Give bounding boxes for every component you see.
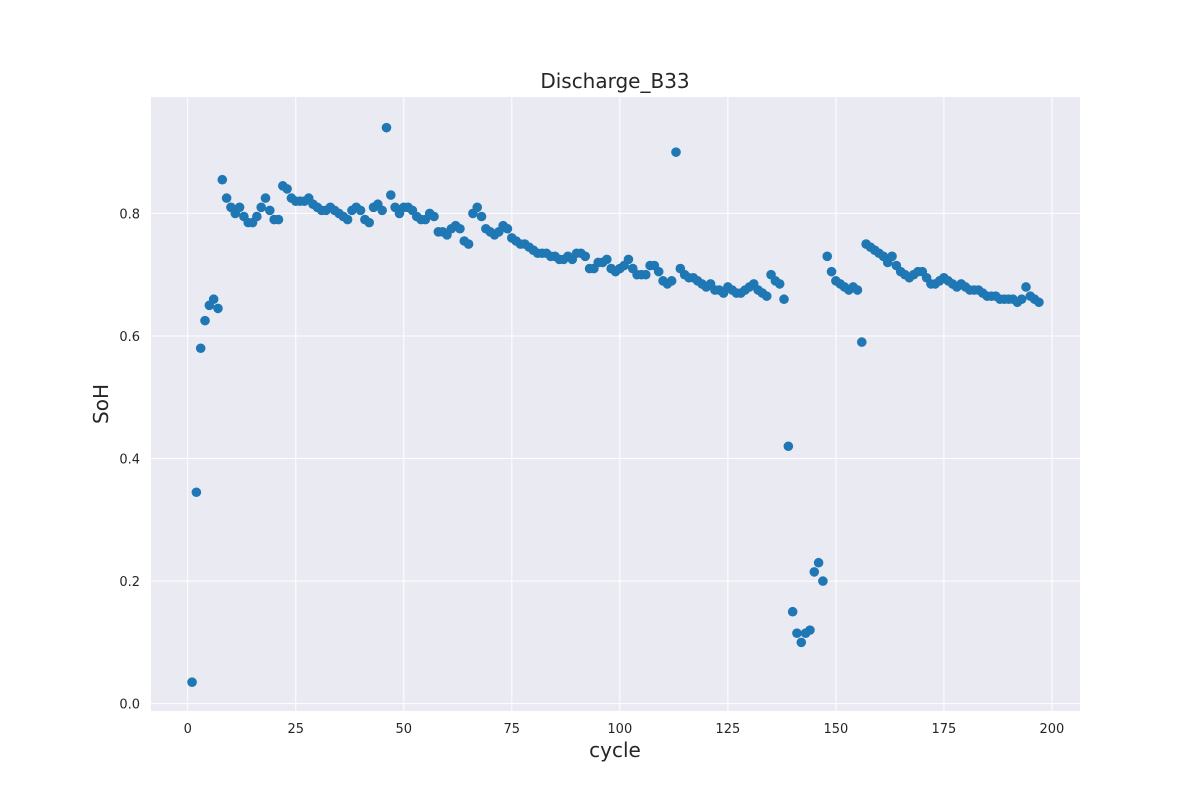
- data-point: [818, 576, 828, 586]
- data-point: [455, 223, 465, 234]
- data-point: [580, 251, 591, 262]
- data-point: [282, 184, 292, 194]
- data-point: [666, 276, 677, 286]
- data-point: [273, 214, 284, 225]
- x-tick-labels: 0 25 50 75 100 125 150 175 200: [184, 722, 1065, 737]
- data-point: [783, 441, 794, 452]
- x-tick-label: 150: [823, 722, 848, 737]
- chart-title: Discharge_B33: [540, 69, 689, 93]
- data-point: [386, 190, 396, 200]
- data-point: [191, 487, 202, 498]
- data-point: [364, 217, 375, 228]
- y-tick-label: 0.6: [119, 330, 140, 345]
- data-point: [355, 205, 366, 216]
- data-point: [429, 211, 439, 222]
- y-tick-label: 0.4: [119, 453, 140, 468]
- y-axis-label: SoH: [89, 384, 113, 424]
- data-point: [187, 677, 197, 687]
- data-point: [463, 239, 474, 249]
- data-point: [377, 205, 387, 216]
- data-point: [200, 315, 210, 326]
- data-point: [774, 279, 785, 289]
- data-point: [217, 174, 228, 185]
- x-axis-label: cycle: [589, 738, 641, 762]
- data-point: [252, 211, 262, 222]
- data-point: [256, 202, 266, 213]
- data-point: [640, 269, 651, 280]
- data-point: [813, 557, 824, 568]
- data-point: [195, 343, 206, 354]
- data-point: [1021, 282, 1031, 292]
- data-point: [779, 294, 789, 305]
- data-point: [761, 291, 772, 301]
- data-point: [342, 214, 353, 225]
- data-point: [787, 606, 798, 617]
- data-point: [602, 254, 612, 265]
- data-point: [476, 211, 487, 222]
- data-point: [671, 147, 681, 157]
- y-tick-label: 0.2: [119, 575, 140, 590]
- grid: [151, 97, 1080, 711]
- data-point: [805, 625, 815, 635]
- data-point: [502, 223, 513, 234]
- data-point: [887, 251, 897, 262]
- y-tick-label: 0.0: [119, 698, 140, 713]
- data-points: [187, 122, 1044, 687]
- x-tick-label: 100: [607, 722, 632, 737]
- data-point: [472, 202, 483, 213]
- data-point: [265, 205, 275, 216]
- data-point: [221, 193, 232, 203]
- data-point: [822, 251, 833, 262]
- data-point: [852, 285, 863, 295]
- x-tick-label: 0: [184, 722, 192, 737]
- y-tick-label: 0.8: [119, 207, 140, 222]
- data-point: [796, 637, 807, 648]
- x-tick-label: 125: [715, 722, 740, 737]
- x-tick-label: 25: [287, 722, 304, 737]
- data-point: [1034, 297, 1044, 308]
- data-point: [1016, 294, 1027, 305]
- x-tick-label: 200: [1039, 722, 1064, 737]
- data-point: [792, 628, 802, 638]
- data-point: [260, 193, 271, 203]
- x-tick-label: 50: [396, 722, 413, 737]
- y-tick-labels: 0.0 0.2 0.4 0.6 0.8: [119, 207, 140, 712]
- x-tick-label: 75: [504, 722, 521, 737]
- data-point: [381, 122, 392, 133]
- data-point: [208, 294, 219, 305]
- data-point: [856, 337, 867, 347]
- data-point: [213, 303, 223, 314]
- x-tick-label: 175: [931, 722, 956, 737]
- data-point: [653, 266, 664, 277]
- data-point: [809, 567, 820, 577]
- data-point: [623, 254, 634, 265]
- data-point: [234, 202, 245, 213]
- data-point: [826, 266, 837, 277]
